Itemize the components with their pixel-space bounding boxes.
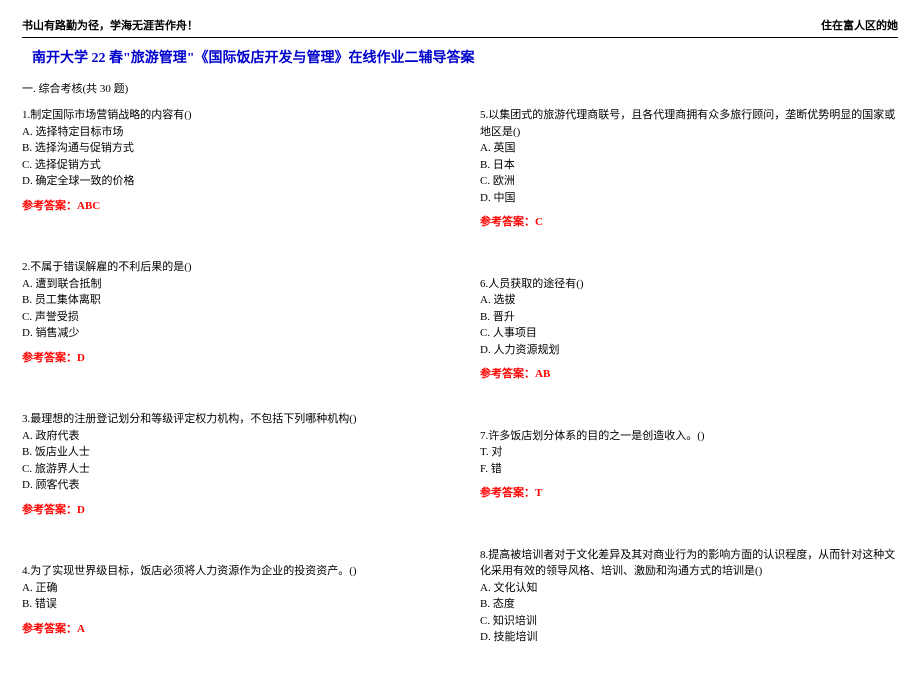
content-columns: 1.制定国际市场营销战略的内容有() A. 选择特定目标市场 B. 选择沟通与促… bbox=[22, 107, 898, 682]
question-3: 3.最理想的注册登记划分和等级评定权力机构，不包括下列哪种机构() A. 政府代… bbox=[22, 411, 440, 518]
question-option: B. 员工集体离职 bbox=[22, 292, 440, 309]
question-option: B. 饭店业人士 bbox=[22, 444, 440, 461]
question-option: B. 日本 bbox=[480, 157, 898, 174]
question-option: A. 选择特定目标市场 bbox=[22, 124, 440, 141]
question-option: D. 人力资源规划 bbox=[480, 342, 898, 359]
question-6: 6.人员获取的途径有() A. 选拔 B. 晋升 C. 人事项目 D. 人力资源… bbox=[480, 276, 898, 383]
question-answer: 参考答案：T bbox=[480, 485, 898, 502]
question-option: B. 错误 bbox=[22, 596, 440, 613]
question-stem: 7.许多饭店划分体系的目的之一是创造收入。() bbox=[480, 428, 898, 445]
page-title: 南开大学 22 春"旅游管理"《国际饭店开发与管理》在线作业二辅导答案 bbox=[22, 48, 898, 69]
question-answer: 参考答案：D bbox=[22, 502, 440, 519]
question-stem: 5.以集团式的旅游代理商联号，且各代理商拥有众多旅行顾问，垄断优势明显的国家或地… bbox=[480, 107, 898, 140]
question-option: D. 技能培训 bbox=[480, 629, 898, 646]
question-2: 2.不属于错误解雇的不利后果的是() A. 遭到联合抵制 B. 员工集体离职 C… bbox=[22, 259, 440, 366]
section-header: 一. 综合考核(共 30 题) bbox=[22, 81, 898, 98]
question-option: B. 选择沟通与促销方式 bbox=[22, 140, 440, 157]
question-option: B. 晋升 bbox=[480, 309, 898, 326]
question-4: 4.为了实现世界级目标，饭店必须将人力资源作为企业的投资资产。() A. 正确 … bbox=[22, 563, 440, 637]
question-5: 5.以集团式的旅游代理商联号，且各代理商拥有众多旅行顾问，垄断优势明显的国家或地… bbox=[480, 107, 898, 231]
question-stem: 3.最理想的注册登记划分和等级评定权力机构，不包括下列哪种机构() bbox=[22, 411, 440, 428]
question-option: D. 顾客代表 bbox=[22, 477, 440, 494]
header-left: 书山有路勤为径，学海无涯苦作舟！ bbox=[22, 18, 198, 35]
page-header: 书山有路勤为径，学海无涯苦作舟！ 住在富人区的她 bbox=[22, 18, 898, 38]
question-option: A. 文化认知 bbox=[480, 580, 898, 597]
question-option: D. 中国 bbox=[480, 190, 898, 207]
left-column: 1.制定国际市场营销战略的内容有() A. 选择特定目标市场 B. 选择沟通与促… bbox=[22, 107, 460, 682]
question-option: A. 政府代表 bbox=[22, 428, 440, 445]
question-8: 8.提高被培训者对于文化差异及其对商业行为的影响方面的认识程度，从而针对这种文化… bbox=[480, 547, 898, 646]
question-stem: 1.制定国际市场营销战略的内容有() bbox=[22, 107, 440, 124]
question-option: C. 旅游界人士 bbox=[22, 461, 440, 478]
question-stem: 6.人员获取的途径有() bbox=[480, 276, 898, 293]
question-option: C. 人事项目 bbox=[480, 325, 898, 342]
header-right: 住在富人区的她 bbox=[821, 18, 898, 35]
question-answer: 参考答案：AB bbox=[480, 366, 898, 383]
question-stem: 2.不属于错误解雇的不利后果的是() bbox=[22, 259, 440, 276]
question-option: D. 销售减少 bbox=[22, 325, 440, 342]
question-option: C. 声誉受损 bbox=[22, 309, 440, 326]
question-option: A. 遭到联合抵制 bbox=[22, 276, 440, 293]
question-option: D. 确定全球一致的价格 bbox=[22, 173, 440, 190]
question-option: A. 英国 bbox=[480, 140, 898, 157]
question-1: 1.制定国际市场营销战略的内容有() A. 选择特定目标市场 B. 选择沟通与促… bbox=[22, 107, 440, 214]
question-option: F. 错 bbox=[480, 461, 898, 478]
question-stem: 4.为了实现世界级目标，饭店必须将人力资源作为企业的投资资产。() bbox=[22, 563, 440, 580]
right-column: 5.以集团式的旅游代理商联号，且各代理商拥有众多旅行顾问，垄断优势明显的国家或地… bbox=[460, 107, 898, 682]
question-option: C. 选择促销方式 bbox=[22, 157, 440, 174]
question-option: T. 对 bbox=[480, 444, 898, 461]
question-option: C. 欧洲 bbox=[480, 173, 898, 190]
question-7: 7.许多饭店划分体系的目的之一是创造收入。() T. 对 F. 错 参考答案：T bbox=[480, 428, 898, 502]
question-answer: 参考答案：ABC bbox=[22, 198, 440, 215]
question-option: C. 知识培训 bbox=[480, 613, 898, 630]
question-option: A. 正确 bbox=[22, 580, 440, 597]
question-answer: 参考答案：A bbox=[22, 621, 440, 638]
question-answer: 参考答案：C bbox=[480, 214, 898, 231]
question-option: B. 态度 bbox=[480, 596, 898, 613]
question-option: A. 选拔 bbox=[480, 292, 898, 309]
question-stem: 8.提高被培训者对于文化差异及其对商业行为的影响方面的认识程度，从而针对这种文化… bbox=[480, 547, 898, 580]
question-answer: 参考答案：D bbox=[22, 350, 440, 367]
